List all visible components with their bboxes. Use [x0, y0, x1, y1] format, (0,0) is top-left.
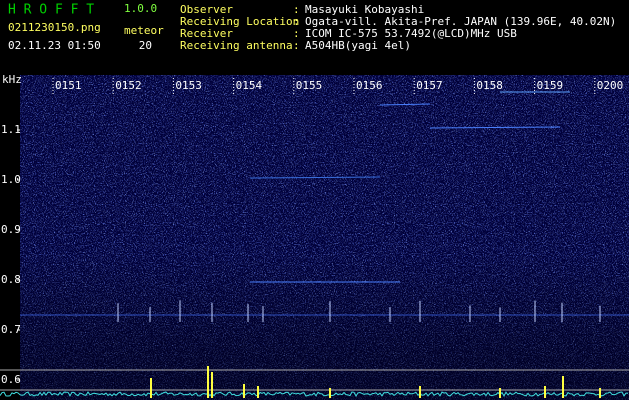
time-label: 0157	[416, 79, 443, 92]
trace	[379, 103, 431, 106]
app-version: 1.0.0	[124, 2, 157, 15]
y-label: 0.6	[1, 373, 21, 386]
meteor-bars	[150, 366, 601, 398]
datetime: 02.11.23 01:50	[8, 39, 101, 52]
time-label: 0154	[236, 79, 263, 92]
trace	[249, 176, 381, 179]
info-value: ICOM IC-575 53.7492(@LCD)MHz USB	[305, 27, 517, 40]
meteor-count: 20	[139, 39, 152, 52]
y-label: 0.8	[1, 273, 21, 286]
y-label: 1.0	[1, 173, 21, 186]
y-label: 0.9	[1, 223, 21, 236]
info-separator: :	[293, 3, 300, 16]
time-label: 0156	[356, 79, 383, 92]
time-label: 0151	[55, 79, 82, 92]
time-label: 0200	[597, 79, 624, 92]
meteor-label: meteor	[124, 24, 164, 37]
trace	[429, 126, 561, 129]
traces	[20, 91, 629, 316]
time-label: 0158	[476, 79, 503, 92]
time-label: 0155	[296, 79, 323, 92]
info-value: Ogata-vill. Akita-Pref. JAPAN (139.96E, …	[305, 15, 616, 28]
y-label: 0.7	[1, 323, 21, 336]
info-label: Receiving Location	[180, 15, 299, 28]
time-label: 0152	[115, 79, 142, 92]
y-label: 1.1	[1, 123, 21, 136]
info-label: Receiving antenna	[180, 39, 293, 52]
filename: 0211230150.png	[8, 21, 101, 34]
y-unit: kHz	[2, 73, 22, 86]
info-separator: :	[293, 15, 300, 28]
info-separator: :	[293, 27, 300, 40]
app-title: H R O F F T	[8, 3, 94, 18]
info-label: Observer	[180, 3, 233, 16]
time-label: 0159	[537, 79, 564, 92]
info-separator: :	[293, 39, 300, 52]
spectrogram	[0, 75, 629, 400]
fade	[20, 75, 629, 400]
info-value: A504HB(yagi 4el)	[305, 39, 411, 52]
info-label: Receiver	[180, 27, 233, 40]
spikes	[117, 300, 601, 322]
time-label: 0153	[175, 79, 202, 92]
info-value: Masayuki Kobayashi	[305, 3, 424, 16]
header: H R O F F T 1.0.0 0211230150.png 02.11.2…	[8, 2, 616, 52]
signal-floor	[0, 391, 628, 397]
